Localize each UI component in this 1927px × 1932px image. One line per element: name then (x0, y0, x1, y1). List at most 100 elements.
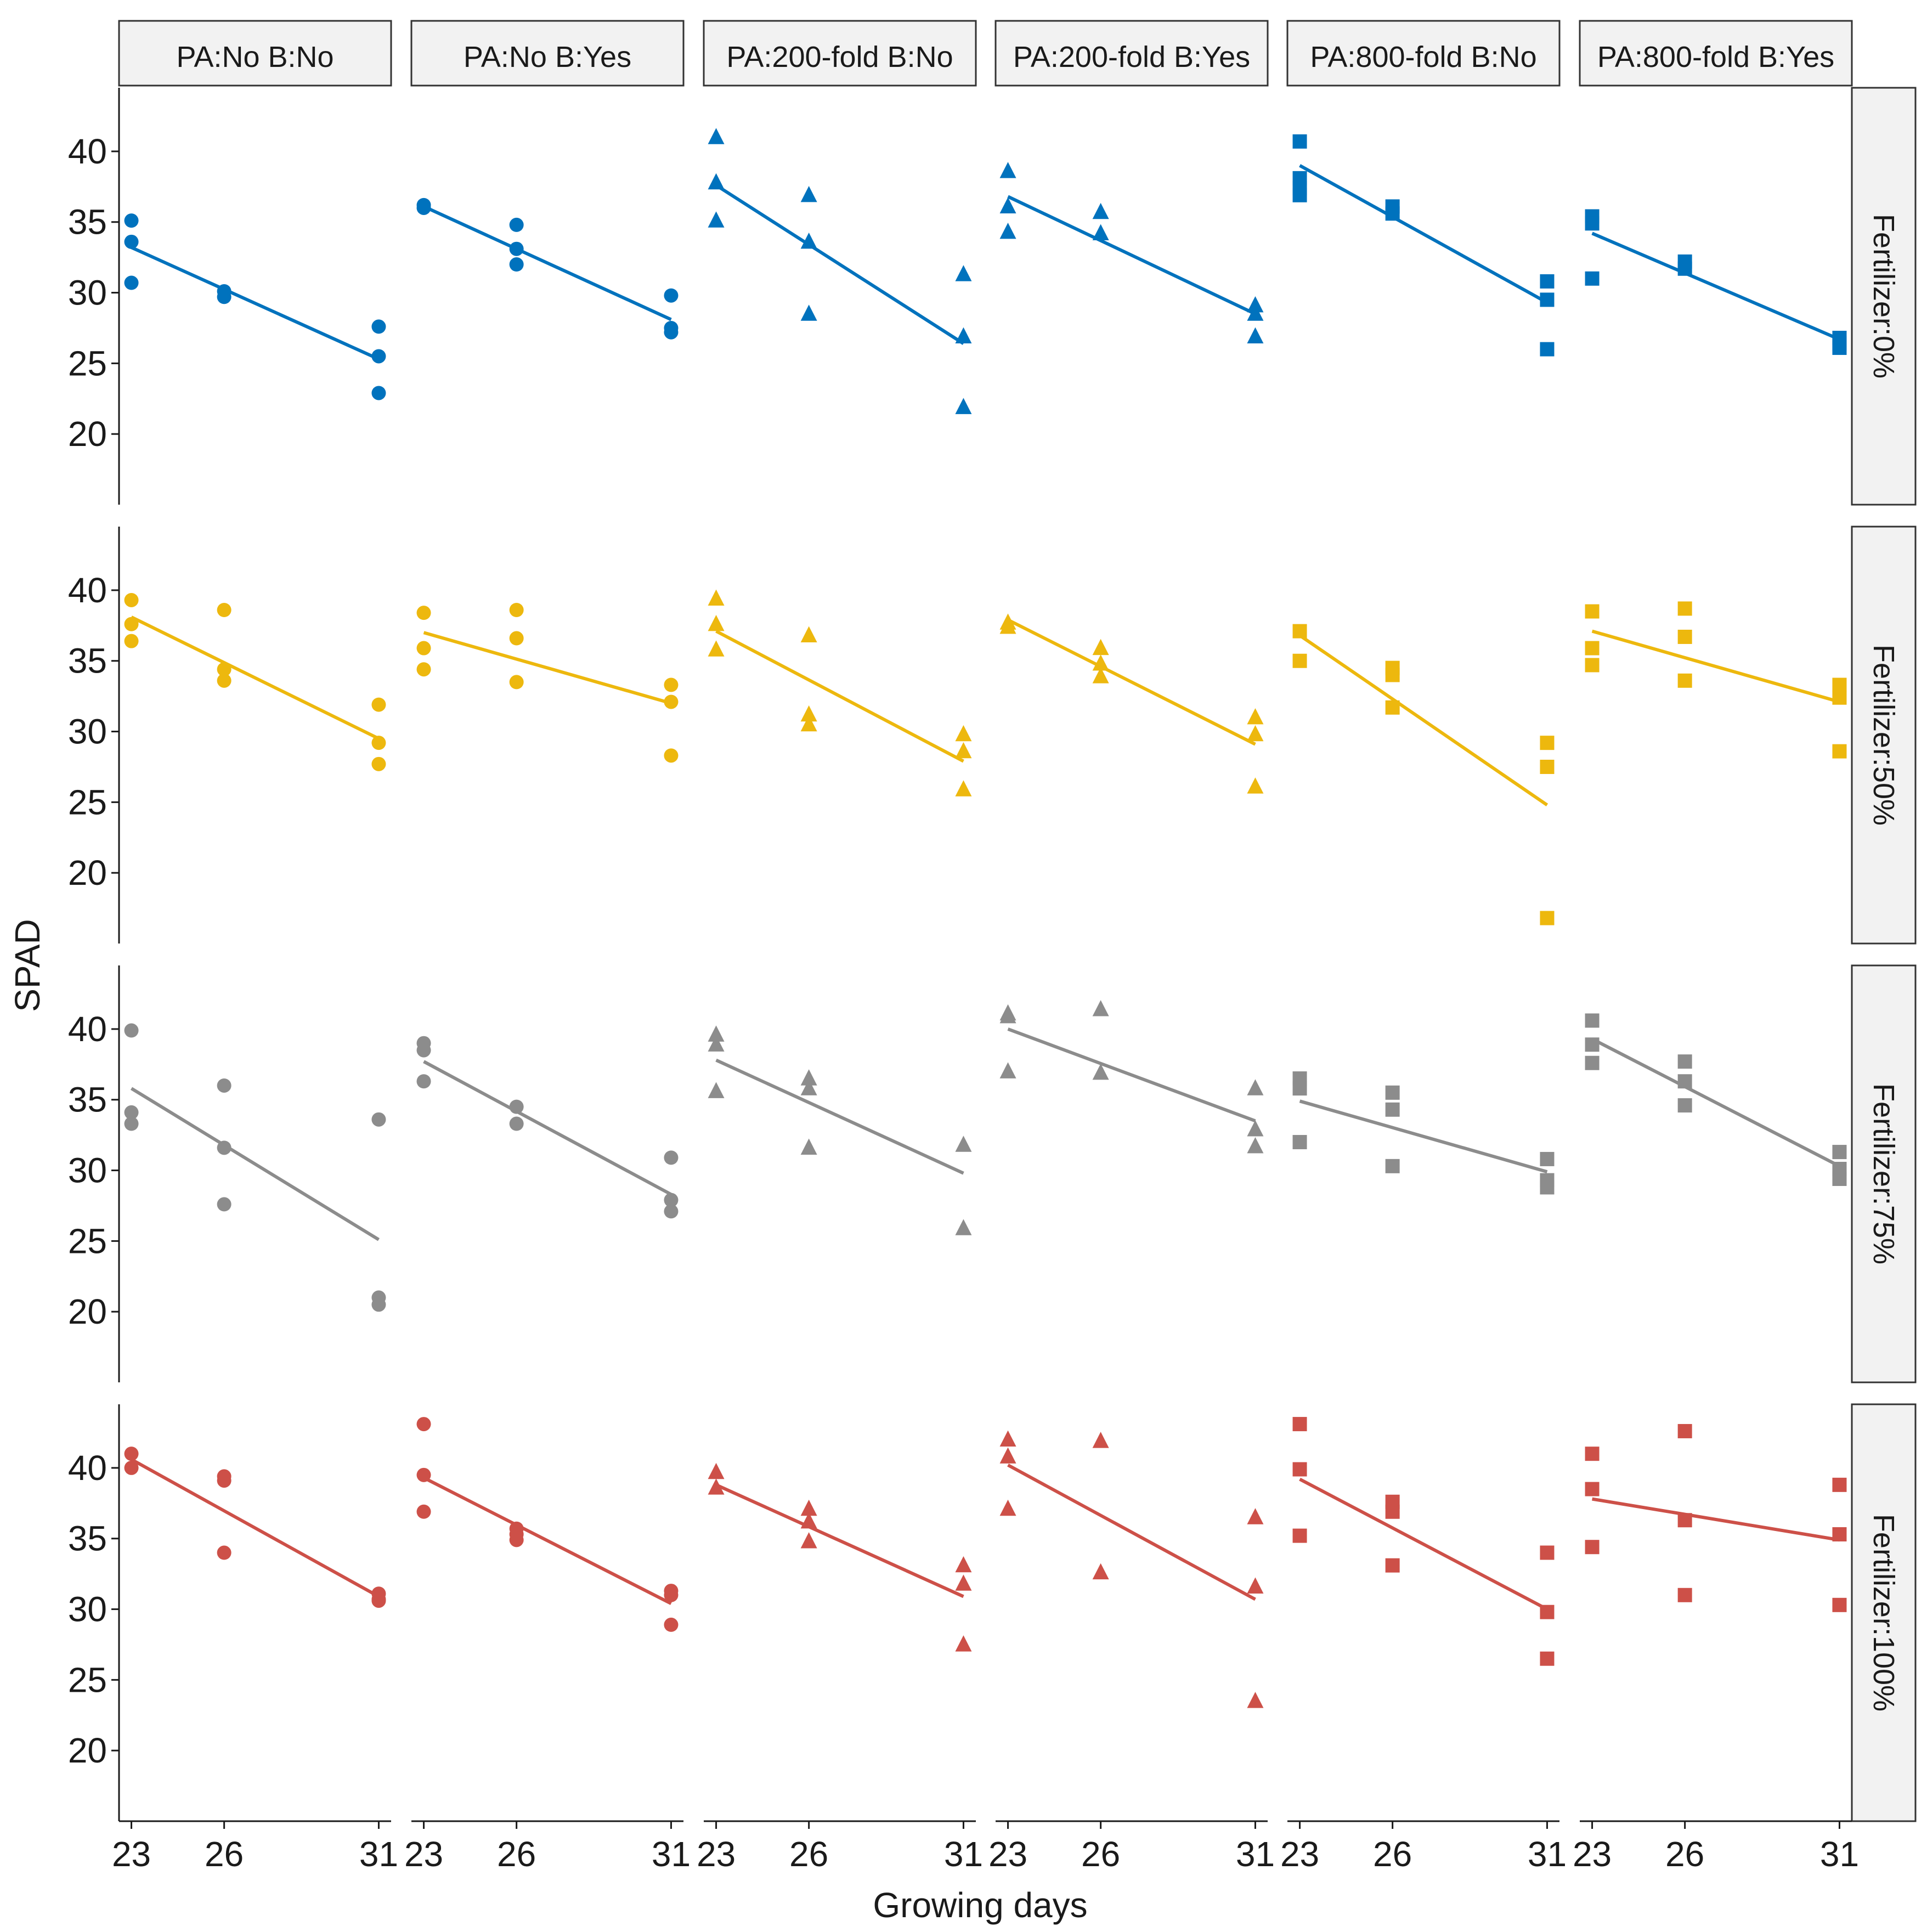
data-point (1832, 744, 1847, 759)
data-point (955, 1635, 972, 1652)
data-point (371, 319, 386, 334)
data-point (955, 1574, 972, 1591)
data-point (999, 222, 1016, 239)
data-point (217, 290, 231, 304)
fit-line (423, 631, 672, 705)
data-point (1585, 1482, 1600, 1496)
data-point (800, 185, 817, 202)
data-point (1832, 677, 1847, 692)
data-point (708, 589, 725, 606)
data-point (1292, 1135, 1307, 1150)
data-point (1247, 327, 1264, 344)
row-strip-box (1851, 526, 1917, 945)
data-point (1585, 1540, 1600, 1555)
x-tick-label: 26 (497, 1834, 536, 1874)
data-point (1247, 1508, 1264, 1524)
data-point (1832, 341, 1847, 355)
data-point (1585, 271, 1600, 286)
y-tick-label: 20 (68, 853, 107, 892)
column-strip-label: PA:200-fold B:No (726, 41, 953, 74)
data-point (664, 288, 679, 303)
data-point (124, 1023, 139, 1038)
data-point (217, 1078, 231, 1093)
data-point (800, 715, 817, 732)
data-point (1385, 1159, 1400, 1173)
data-point (1585, 1013, 1600, 1028)
panel (708, 1462, 972, 1652)
row-strip-box (1851, 1403, 1917, 1822)
data-point (800, 705, 817, 722)
data-point (1385, 1085, 1400, 1100)
data-point (664, 325, 679, 340)
data-point (955, 1219, 972, 1235)
column-strip-label: PA:800-fold B:No (1310, 41, 1536, 74)
data-point (509, 257, 524, 272)
data-point (800, 1069, 817, 1086)
data-point (1385, 1504, 1400, 1519)
panel (1292, 1417, 1555, 1666)
data-point (509, 1116, 524, 1131)
x-tick-label: 31 (652, 1834, 691, 1874)
row-strip-box (1851, 964, 1917, 1383)
panel (124, 1023, 386, 1312)
fit-line (130, 1087, 380, 1241)
data-point (800, 626, 817, 642)
x-tick-label: 31 (359, 1834, 398, 1874)
data-point (1585, 641, 1600, 656)
data-point (509, 603, 524, 617)
data-point (1677, 1513, 1692, 1528)
data-point (124, 617, 139, 631)
data-point (800, 233, 817, 249)
data-point (664, 1193, 679, 1207)
panel (1585, 1423, 1847, 1612)
y-tick-label: 40 (68, 1448, 107, 1488)
y-tick-label: 20 (68, 414, 107, 454)
fit-line (1591, 1037, 1840, 1168)
data-point (1677, 1423, 1692, 1438)
x-tick-label: 23 (1573, 1834, 1612, 1874)
fit-line (131, 1458, 380, 1598)
x-tick-label: 23 (988, 1834, 1027, 1874)
data-point (955, 265, 972, 281)
fit-line (1007, 195, 1256, 315)
fit-line (423, 1060, 672, 1196)
data-point (1585, 1447, 1600, 1461)
data-point (1677, 1588, 1692, 1602)
panel (999, 1000, 1264, 1154)
data-point (124, 634, 139, 648)
data-point (1585, 604, 1600, 619)
data-point (1092, 1000, 1109, 1016)
x-tick-label: 23 (112, 1834, 151, 1874)
fit-line (1591, 231, 1840, 341)
data-point (1247, 1577, 1264, 1594)
row-strip-label: Fertilizer:75% (1867, 1083, 1900, 1264)
data-point (1292, 1417, 1307, 1432)
data-point (1540, 1545, 1555, 1560)
data-point (217, 603, 231, 617)
data-point (708, 173, 725, 190)
data-point (371, 756, 386, 771)
y-axes: 20 25 30 35 40 20 25 30 35 40 20 25 30 35 40 20 25 30 35 40 (68, 88, 120, 1821)
data-point (416, 1417, 431, 1432)
data-point (955, 1136, 972, 1152)
data-point (1247, 304, 1264, 321)
data-point (664, 694, 679, 709)
data-point (800, 1512, 817, 1529)
data-point (999, 1007, 1016, 1024)
x-tick-label: 26 (1081, 1834, 1120, 1874)
data-point (664, 1150, 679, 1165)
y-tick-label: 25 (68, 1221, 107, 1261)
data-point (1385, 1558, 1400, 1573)
data-point (708, 211, 725, 228)
data-point (1385, 668, 1400, 682)
panel (999, 162, 1264, 344)
data-point (800, 1499, 817, 1516)
data-point (1292, 1462, 1307, 1477)
y-tick-label: 30 (68, 273, 107, 313)
panels (124, 128, 1847, 1708)
data-point (1385, 700, 1400, 715)
y-tick-label: 30 (68, 1590, 107, 1629)
data-point (371, 736, 386, 750)
column-strip-label: PA:800-fold B:Yes (1597, 41, 1834, 74)
